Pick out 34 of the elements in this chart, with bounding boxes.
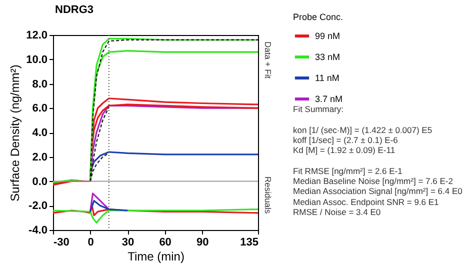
chart-title: NDRG3 [55,4,94,16]
x-tick-label: 90 [196,236,209,248]
x-tick-label: -30 [54,236,70,248]
x-tick-label: 30 [122,236,134,248]
legend-title: Probe Conc. [293,12,344,22]
y-tick-label: 4.0 [32,127,48,139]
text: Residuals [263,176,273,214]
text: Fit RMSE [ng/mm²] = 2.6 E-1 [293,166,403,176]
legend-label: 3.7 nM [315,94,343,104]
y-tick-label: 6.0 [32,102,48,115]
x-tick-label: 135 [240,236,258,248]
y-tick-label: -2.0 [28,200,48,212]
text: kon [1/ (sec·M)] = (1.422 ± 0.007) E5 [293,125,432,135]
x-tick-label: 0 [88,236,94,248]
text: Median Association Signal [ng/mm²] = 6.4 E0 [293,186,463,196]
y-tick-label: -4.0 [28,224,48,236]
text: Fit Summary: [293,104,344,114]
y-tick-label: 0.0 [32,176,48,188]
y-axis-title: Surface Density (ng/mm²) [8,64,22,202]
text: Median Baseline Noise [ng/mm²] = 7.6 E-2 [293,176,454,186]
y-tick-label: 2.0 [32,151,48,164]
x-tick-label: 60 [159,236,172,248]
text: Median Assoc. Endpoint SNR = 9.6 E1 [293,197,440,207]
x-axis-title: Time (min) [128,250,184,264]
y-tick-label: 10.0 [26,54,48,66]
y-tick-label: 8.0 [32,78,48,90]
legend-label: 33 nM [315,52,340,62]
text: Data + Fit [263,41,273,80]
legend-label: 11 nM [315,73,340,83]
text: RMSE / Noise = 3.4 E0 [293,207,381,217]
y-tick-label: 12.0 [26,30,48,42]
text: Kd [M] = (1.92 ± 0.09) E-11 [293,145,396,155]
legend-label: 99 nM [315,31,340,41]
text: koff [1/sec] = (2.7 ± 0.1) E-6 [293,135,398,145]
